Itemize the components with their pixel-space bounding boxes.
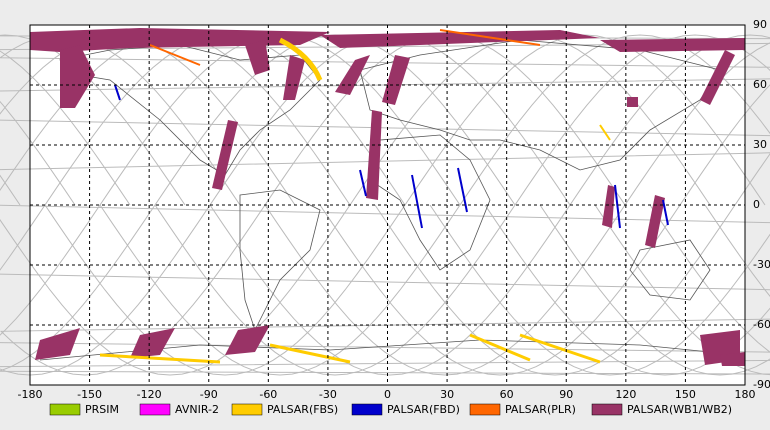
legend-label: PRSIM [85, 403, 119, 416]
legend-swatch [591, 403, 623, 416]
legend-label: PALSAR(PLR) [505, 403, 576, 416]
y-tick-label: 0 [753, 198, 760, 211]
x-tick-label: 60 [500, 388, 514, 401]
plot-frame [29, 24, 746, 386]
x-tick-label: 120 [615, 388, 636, 401]
x-tick-label: -150 [77, 388, 102, 401]
x-tick-label: -180 [18, 388, 43, 401]
x-tick-label: 150 [675, 388, 696, 401]
x-tick-label: -60 [259, 388, 277, 401]
y-tick-label: -60 [753, 318, 770, 331]
coastlines [39, 39, 741, 361]
y-tick-label: 60 [753, 78, 767, 91]
legend-label: PALSAR(WB1/WB2) [627, 403, 732, 416]
y-tick-label: -90 [753, 378, 770, 391]
legend-swatch [49, 403, 81, 416]
y-tick-label: -30 [753, 258, 770, 271]
x-tick-label: -120 [137, 388, 162, 401]
x-tick-label: 0 [384, 388, 391, 401]
legend-swatch [469, 403, 501, 416]
y-tick-label: 90 [753, 18, 767, 31]
legend-swatch [231, 403, 263, 416]
other-swaths [99, 29, 669, 364]
legend-label: PALSAR(FBD) [387, 403, 460, 416]
legend-label: AVNIR-2 [175, 403, 219, 416]
x-tick-label: -30 [319, 388, 337, 401]
x-tick-label: 90 [559, 388, 573, 401]
y-tick-label: 30 [753, 138, 767, 151]
swath-overlays [30, 28, 745, 366]
orbit-track [0, 34, 770, 376]
x-tick-label: 30 [440, 388, 454, 401]
legend-label: PALSAR(FBS) [267, 403, 338, 416]
legend-swatch [351, 403, 383, 416]
x-tick-label: 180 [735, 388, 756, 401]
x-tick-label: -90 [200, 388, 218, 401]
legend: PRSIM AVNIR-2 PALSAR(FBS) PALSAR(FBD) PALSAR… [49, 403, 732, 416]
legend-swatch [139, 403, 171, 416]
